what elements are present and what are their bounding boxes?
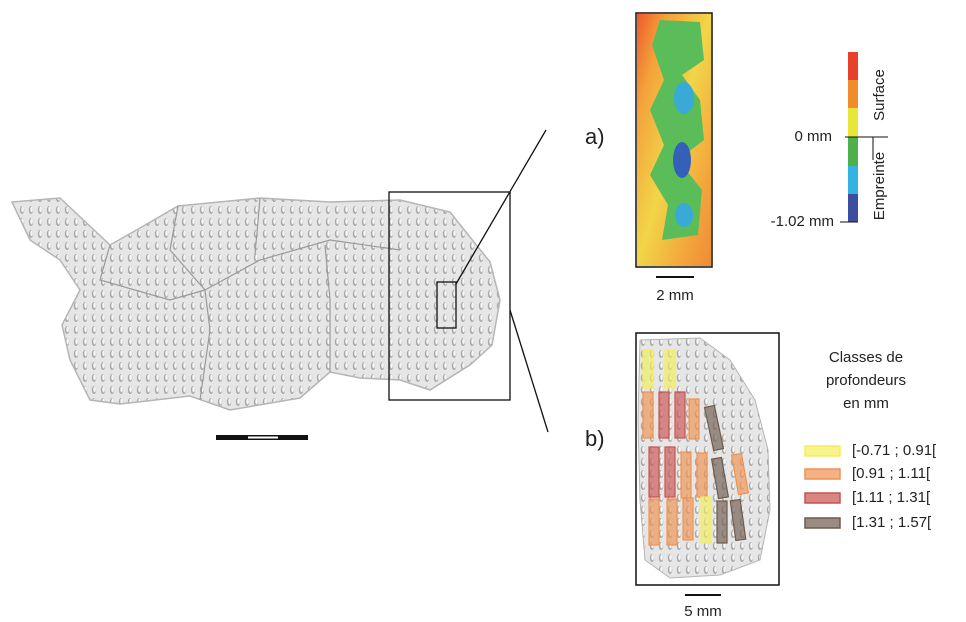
depth-class-mark — [667, 499, 677, 545]
legend-title: profondeurs — [826, 372, 906, 389]
depth-class-mark — [717, 501, 727, 543]
depth-class-mark — [649, 447, 659, 497]
scale-bar-gap — [248, 437, 278, 439]
legend-label: [-0.71 ; 0.91[ — [852, 442, 937, 459]
depth-class-mark — [643, 350, 653, 388]
legend-swatch — [805, 493, 840, 503]
legend-title: Classes de — [829, 349, 903, 366]
panel-label: b) — [585, 426, 605, 451]
depth-class-mark — [649, 499, 659, 545]
legend-swatch — [805, 446, 840, 456]
scale-bottom-label: -1.02 mm — [771, 213, 834, 230]
depth-spot — [674, 82, 694, 114]
depth-class-mark — [675, 392, 685, 438]
depth-class-mark — [659, 392, 669, 438]
legend-label: [1.31 ; 1.57[ — [852, 514, 932, 531]
color-step — [848, 194, 858, 222]
color-step — [848, 52, 858, 80]
color-step — [848, 166, 858, 194]
color-step — [848, 108, 858, 137]
legend-title: en mm — [843, 395, 889, 412]
scale-top-label: 0 mm — [795, 128, 833, 145]
legend: [-0.71 ; 0.91[ [0.91 ; 1.11[ [1.11 ; 1.31[… — [805, 442, 937, 531]
depth-class-mark — [681, 452, 691, 498]
color-step — [848, 137, 858, 166]
depth-spot — [673, 142, 691, 178]
legend-label: [0.91 ; 1.11[ — [852, 465, 931, 482]
scale-lower-name: Empreinte — [871, 152, 888, 220]
leader-line — [510, 310, 548, 432]
panel-label: a) — [585, 124, 605, 149]
depth-class-mark — [665, 447, 675, 497]
legend-label: [1.11 ; 1.31[ — [852, 489, 931, 506]
legend-swatch — [805, 518, 840, 528]
legend-swatch — [805, 469, 840, 479]
shard — [12, 198, 500, 410]
depth-class-mark — [643, 392, 653, 438]
color-step — [848, 80, 858, 108]
depth-class-mark — [689, 399, 699, 439]
depth-class-mark — [697, 453, 707, 497]
depth-class-mark — [701, 497, 711, 543]
depth-class-mark — [665, 350, 675, 388]
scale-label: 2 mm — [656, 287, 694, 304]
scale-label: 5 mm — [684, 603, 722, 620]
leader-line — [456, 130, 546, 284]
depth-class-mark — [683, 498, 693, 540]
figure: a) 2 mm 0 mm -1.02 mm Surface Empreinte … — [0, 0, 966, 622]
scale-upper-name: Surface — [871, 69, 888, 121]
depth-spot — [675, 203, 693, 227]
